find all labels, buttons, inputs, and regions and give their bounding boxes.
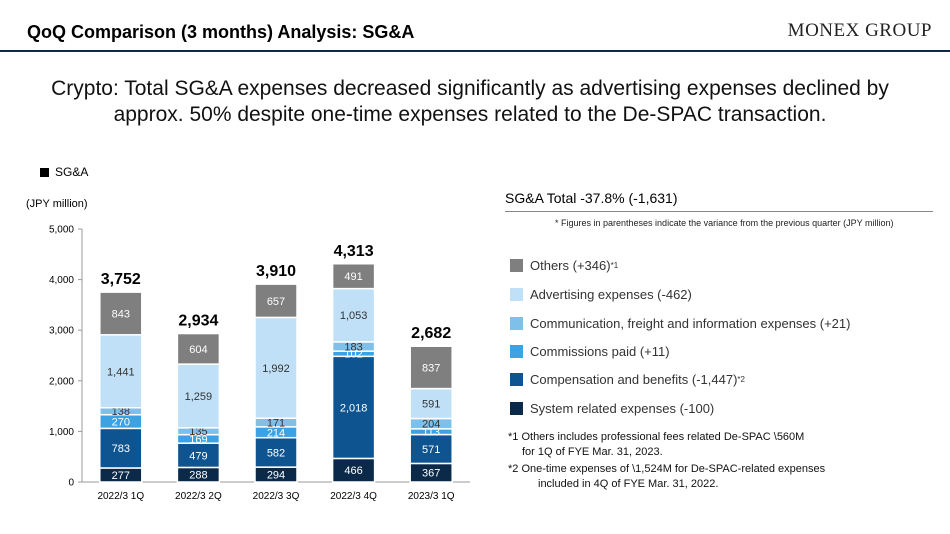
bar-segment <box>99 334 143 409</box>
bar-segment <box>254 436 298 468</box>
headline-line-2: approx. 50% despite one-time expenses re… <box>113 103 827 126</box>
right-panel-divider <box>505 211 933 212</box>
category-legend-item: Others (+346) *1 <box>510 257 618 273</box>
y-tick-label: 2,000 <box>49 376 74 387</box>
bar-value-label: 604 <box>189 344 207 356</box>
category-footnote-ref: *2 <box>737 374 745 384</box>
bar-value-label: 294 <box>267 470 285 482</box>
bar-value-label: 277 <box>112 470 130 482</box>
company-logo: MONEX GROUP <box>787 20 932 41</box>
category-label: System related expenses (-100) <box>530 400 715 416</box>
category-swatch-icon <box>510 401 523 415</box>
bar-value-label: 113 <box>422 427 440 439</box>
bar-segment <box>331 263 376 290</box>
bar-value-label: 837 <box>422 362 440 374</box>
category-legend-item: System related expenses (-100) <box>510 400 714 416</box>
x-tick-label: 2022/3 3Q <box>253 491 300 502</box>
category-swatch-icon <box>510 372 523 386</box>
right-panel-note: * Figures in parentheses indicate the va… <box>555 218 894 228</box>
footnote-1-line-2: for 1Q of FYE Mar. 31, 2023. <box>522 446 663 458</box>
header-divider <box>0 50 950 52</box>
category-legend-item: Commissions paid (+11) <box>510 343 670 359</box>
category-swatch-icon <box>510 287 523 301</box>
footnote-1-line-1: *1 Others includes professional fees rel… <box>508 431 805 443</box>
legend-label: SG&A <box>55 165 89 179</box>
bar-segment <box>99 427 143 469</box>
x-tick-label: 2022/3 1Q <box>97 491 144 502</box>
y-tick-label: 1,000 <box>49 427 74 438</box>
bar-value-label: 479 <box>189 450 207 462</box>
bar-segment <box>331 355 376 460</box>
bar-total-label: 3,910 <box>256 263 296 280</box>
bar-value-label: 783 <box>112 443 130 455</box>
bar-value-label: 582 <box>267 447 285 459</box>
bar-segment <box>176 363 221 429</box>
bar-total-label: 2,682 <box>411 325 451 342</box>
bar-value-label: 491 <box>344 271 362 283</box>
x-tick-label: 2022/3 2Q <box>175 491 222 502</box>
unit-label: (JPY million) <box>26 198 88 210</box>
bar-value-label: 135 <box>189 426 207 438</box>
y-tick-label: 3,000 <box>49 326 74 337</box>
bar-segment <box>409 345 453 390</box>
bar-value-label: 1,259 <box>185 391 213 403</box>
bar-value-label: 138 <box>112 406 130 418</box>
category-legend-item: Communication, freight and information e… <box>510 315 850 331</box>
right-panel-title: SG&A Total -37.8% (-1,631) <box>505 190 678 206</box>
category-swatch-icon <box>510 344 523 358</box>
category-label: Commissions paid (+11) <box>530 343 670 359</box>
category-label: Communication, freight and information e… <box>530 315 851 331</box>
bar-value-label: 1,992 <box>262 363 290 375</box>
headline-line-1: Crypto: Total SG&A expenses decreased si… <box>51 77 889 100</box>
footnote-2-line-2: included in 4Q of FYE Mar. 31, 2022. <box>538 478 719 490</box>
bar-segment <box>99 291 143 336</box>
category-label: Others (+346) <box>530 257 611 273</box>
bar-segment <box>176 442 221 469</box>
bar-value-label: 2,018 <box>340 402 368 414</box>
category-legend-item: Compensation and benefits (-1,447) *2 <box>510 371 745 387</box>
bar-value-label: 1,053 <box>340 310 368 322</box>
bar-value-label: 171 <box>267 418 285 430</box>
bar-value-label: 270 <box>112 417 130 429</box>
bar-value-label: 169 <box>189 434 207 446</box>
category-legend-item: Advertising expenses (-462) <box>510 286 692 302</box>
bar-total-label: 4,313 <box>334 243 374 260</box>
bar-value-label: 466 <box>344 465 362 477</box>
bar-segment <box>254 316 298 419</box>
bar-value-label: 571 <box>422 444 440 456</box>
bar-value-label: 843 <box>112 308 130 320</box>
bar-segment <box>176 332 221 365</box>
footnote-2-line-1: *2 One-time expenses of \1,524M for De-S… <box>508 463 826 475</box>
x-tick-label: 2023/3 1Q <box>408 491 455 502</box>
y-tick-label: 5,000 <box>49 225 74 236</box>
bar-value-label: 1,441 <box>107 366 135 378</box>
bar-value-label: 657 <box>267 296 285 308</box>
bar-value-label: 591 <box>422 399 440 411</box>
x-tick-label: 2022/3 4Q <box>330 491 377 502</box>
bar-value-label: 183 <box>344 342 362 354</box>
headline: Crypto: Total SG&A expenses decreased si… <box>20 76 920 128</box>
y-tick-label: 4,000 <box>49 275 74 286</box>
bar-segment <box>409 387 453 420</box>
category-swatch-icon <box>510 316 523 330</box>
bar-total-label: 3,752 <box>101 271 141 288</box>
category-swatch-icon <box>510 258 523 272</box>
bar-value-label: 214 <box>267 427 285 439</box>
bar-total-label: 2,934 <box>178 313 218 330</box>
category-footnote-ref: *1 <box>610 260 619 270</box>
bar-value-label: 367 <box>422 468 440 480</box>
page-title: QoQ Comparison (3 months) Analysis: SG&A <box>27 22 415 42</box>
category-label: Compensation and benefits (-1,447) <box>530 371 738 387</box>
category-label: Advertising expenses (-462) <box>530 286 692 302</box>
bar-value-label: 288 <box>189 470 207 482</box>
bar-value-label: 204 <box>422 419 440 431</box>
bar-segment <box>331 287 376 343</box>
legend-square-icon <box>40 168 49 177</box>
y-tick-label: 0 <box>68 478 74 489</box>
bar-segment <box>254 283 298 319</box>
